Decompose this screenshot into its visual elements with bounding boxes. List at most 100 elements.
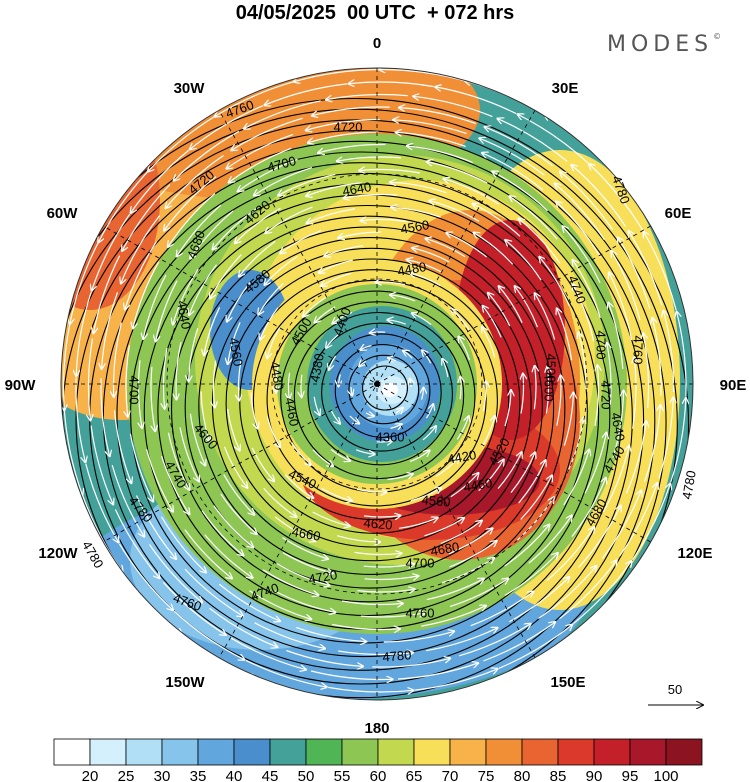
wind-arrow [518, 114, 589, 164]
wind-arrow [483, 382, 486, 412]
wind-arrow [332, 623, 400, 630]
wind-arrow [359, 361, 367, 366]
colorbar-swatch [629, 738, 667, 766]
wind-arrow [125, 241, 157, 310]
wind-arrow [63, 407, 82, 495]
wind-arrow [312, 106, 390, 116]
contour-label: 4720 [599, 381, 614, 410]
wind-arrow [228, 322, 241, 364]
wind-arrow [573, 260, 601, 319]
wind-arrow [263, 488, 297, 516]
wind-arrow [519, 219, 561, 264]
wind-arrow [395, 408, 403, 413]
wind-arrow [510, 196, 558, 240]
longitude-label: 150W [165, 674, 205, 691]
wind-arrow [555, 184, 605, 241]
wind-arrow [114, 322, 122, 397]
wind-arrow [449, 541, 497, 568]
height-contour [334, 344, 431, 438]
wind-arrow [156, 280, 178, 342]
colorbar-tick-label: 95 [622, 768, 639, 782]
wind-arrow [118, 543, 172, 610]
wind-arrow [442, 558, 494, 584]
contour-label: 4780 [679, 469, 699, 500]
wind-arrow [618, 238, 651, 309]
wind-arrow [625, 421, 646, 494]
wind-arrow [148, 114, 217, 171]
wind-arrow [426, 628, 497, 652]
wind-arrow [227, 408, 240, 451]
wind-arrow [312, 449, 333, 466]
contour-label: 4640 [174, 299, 194, 330]
wind-arrow [161, 455, 190, 514]
wind-arrow [139, 360, 142, 428]
height-contour [321, 333, 442, 452]
wind-arrow [412, 248, 450, 263]
wind-arrow [619, 483, 657, 557]
wind-arrow [483, 622, 555, 662]
reference-vector-label: 50 [668, 682, 682, 697]
colorbar-tick-label: 25 [118, 768, 135, 782]
wind-arrow [179, 427, 199, 481]
wind-arrow [450, 473, 479, 498]
wind-arrow [426, 579, 484, 601]
wind-arrow [308, 131, 379, 143]
wind-arrow [571, 478, 606, 537]
wind-arrow [483, 306, 502, 338]
wind-arrow [338, 651, 413, 654]
wind-arrow [251, 447, 274, 481]
wind-arrow [563, 450, 589, 506]
colorbar-tick-label: 20 [82, 768, 99, 782]
wind-arrow [351, 386, 352, 395]
colorbar-swatch [125, 738, 163, 766]
wind-arrow [409, 451, 430, 463]
wind-arrow [573, 561, 631, 625]
colorbar-swatch [377, 738, 415, 766]
colorbar-tick-label: 100 [653, 768, 678, 782]
wind-arrow [356, 489, 386, 492]
wind-arrow [278, 173, 336, 195]
wind-arrow [189, 328, 199, 381]
wind-arrow [260, 307, 279, 340]
wind-arrow [478, 460, 504, 492]
wind-arrow [280, 229, 322, 254]
wind-arrow [245, 659, 327, 687]
wind-arrow [488, 293, 511, 327]
wind-arrow [330, 410, 340, 424]
wind-arrow [388, 358, 397, 361]
wind-arrow [94, 255, 121, 333]
colorbar-swatch [593, 738, 631, 766]
wind-arrow [633, 358, 636, 429]
wind-arrow [609, 273, 633, 341]
longitude-label: 60E [665, 205, 692, 222]
wind-arrow [113, 410, 132, 483]
colorbar-tick-label: 90 [586, 768, 603, 782]
wind-arrow [328, 687, 413, 692]
wind-arrow [485, 127, 553, 167]
wind-arrow [102, 292, 119, 369]
wind-arrow [388, 320, 407, 325]
colorbar: 20 25 30 35 40 45 50 55 60 65 70 75 80 85 90 95 100 [53, 738, 703, 782]
wind-arrow [204, 307, 221, 355]
wind-arrow [396, 132, 466, 148]
wind-arrow [349, 82, 434, 87]
wind-arrow [559, 560, 617, 620]
contour-label: 4560 [399, 217, 430, 237]
wind-arrow [329, 355, 337, 370]
colorbar-swatch [161, 738, 199, 766]
wind-arrow [238, 360, 241, 401]
wind-arrow [213, 360, 215, 408]
wind-arrow [249, 590, 312, 619]
wind-arrow [98, 169, 150, 242]
wind-arrow [560, 172, 613, 230]
modes-logo: MODES© [607, 32, 721, 57]
wind-arrow [436, 457, 459, 477]
wind-arrow [410, 488, 441, 502]
wind-arrow [262, 569, 318, 595]
wind-arrow [629, 231, 663, 306]
wind-arrow [391, 207, 441, 218]
wind-arrow [168, 192, 216, 246]
colorbar-tick-label: 30 [154, 768, 171, 782]
wind-arrow [459, 624, 530, 657]
wind-arrow [480, 138, 545, 176]
